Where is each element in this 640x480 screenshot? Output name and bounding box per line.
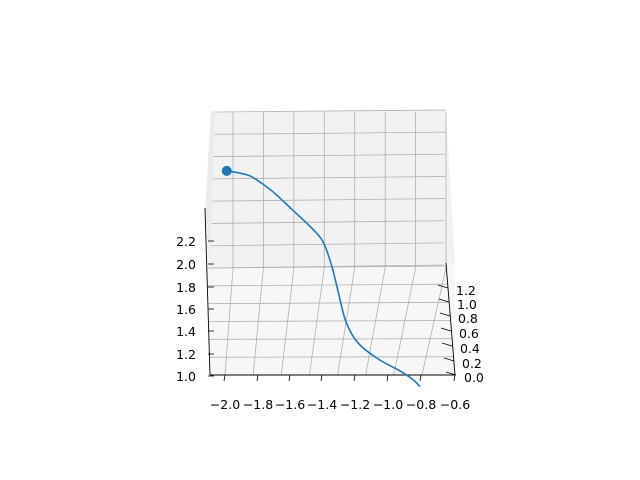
y-tick-label: 0.0 [464,370,484,385]
grid-line [208,320,451,322]
z-axis-line [204,207,211,376]
grid-line [213,153,446,157]
x-tick-labels: −2.0 −1.8 −1.6 −1.4 −1.2 −1.0 −0.8 −0.6 [210,374,470,412]
x-tick-label: −2.0 [210,397,240,412]
grid-line [209,338,453,340]
grid-line [208,301,450,305]
x-tick-mark [419,374,422,382]
axes-panes [205,110,455,375]
z-tick-label: 1.0 [176,369,196,384]
z-tick-label: 2.0 [176,257,196,272]
grid-line [212,198,445,202]
grid-line [210,242,445,247]
y-tick-label: 1.2 [456,283,476,298]
back-pane [210,110,455,268]
series-layer [221,165,421,388]
x-tick-mark [223,374,226,382]
grid-line [207,265,447,269]
y-tick-labels: 0.00.20.40.60.81.01.2 [437,283,484,385]
y-tick-label: 0.8 [458,311,478,326]
z-tick-labels: 1.0 1.2 1.4 1.6 1.8 2.0 2.2 [176,234,214,384]
grid-line [208,283,448,287]
series-line [226,170,421,388]
grid-line [214,131,446,135]
y-tick-label: 1.0 [457,297,477,312]
y-tick-mark [445,371,457,376]
y-tick-label: 0.4 [460,341,480,356]
x-tick-label: −1.8 [243,397,273,412]
y-tick-label: 0.2 [462,356,482,371]
x-tick-mark [453,374,456,382]
z-tick-label: 1.6 [176,302,196,317]
axis-lines [204,207,456,376]
y-tick-mark [437,284,449,289]
y-axis-line [445,262,456,376]
z-tick-label: 1.2 [176,347,196,362]
grid-line [212,176,446,180]
z-tick-label: 2.2 [176,234,196,249]
z-tick-label: 1.4 [176,324,196,339]
z-tick-label: 1.8 [176,280,196,295]
x-tick-label: −1.2 [340,397,370,412]
y-tick-mark [443,357,455,362]
x-tick-label: −0.6 [440,397,470,412]
y-tick-mark [440,327,452,332]
x-tick-mark [256,374,259,382]
series-end-marker [221,165,232,176]
x-tick-label: −1.4 [307,397,337,412]
y-tick-mark [438,298,450,303]
grid-line [211,220,445,224]
left-pane [205,110,215,268]
x-tick-mark [353,374,356,382]
floor-pane [205,210,455,375]
grid-line [214,109,447,113]
x-tick-mark [320,374,323,382]
y-tick-mark [441,342,453,347]
grid [207,109,455,376]
y-tick-mark [439,312,451,317]
x-tick-label: −0.8 [406,397,436,412]
x-tick-label: −1.6 [275,397,305,412]
x-tick-label: −1.0 [373,397,403,412]
x-tick-mark [386,374,389,382]
y-tick-label: 0.6 [459,326,479,341]
x-tick-mark [288,374,291,382]
